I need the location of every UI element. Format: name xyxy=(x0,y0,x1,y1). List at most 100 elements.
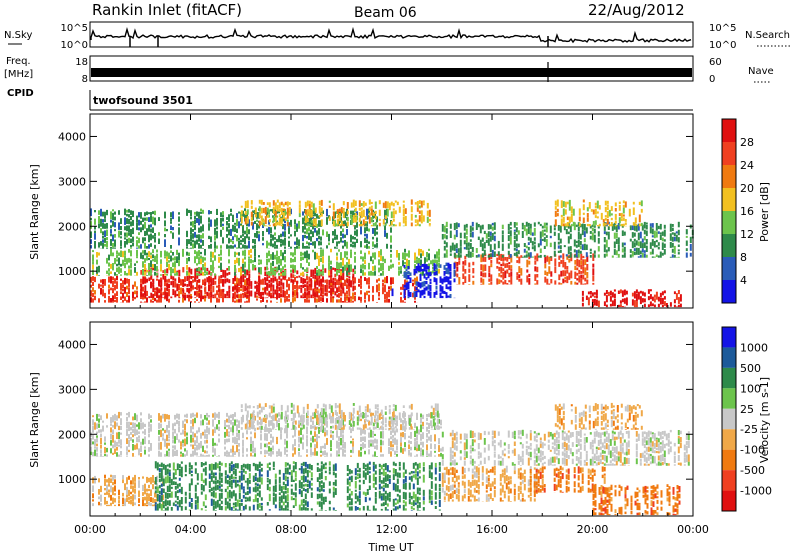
heatmap-cell xyxy=(384,507,387,511)
heatmap-cell xyxy=(332,412,334,417)
heatmap-cell xyxy=(134,474,136,482)
heatmap-cell xyxy=(174,504,177,507)
heatmap-cell xyxy=(360,436,362,442)
heatmap-cell xyxy=(428,500,431,504)
heatmap-cell xyxy=(120,445,122,449)
heatmap-cell xyxy=(350,296,352,299)
heatmap-cell xyxy=(461,495,464,502)
heatmap-cell xyxy=(519,481,522,486)
heatmap-cell xyxy=(136,256,138,259)
heatmap-cell xyxy=(218,257,220,263)
heatmap-cell xyxy=(202,248,204,249)
heatmap-cell xyxy=(254,291,257,298)
heatmap-cell xyxy=(669,223,672,232)
heatmap-cell xyxy=(376,302,378,303)
heatmap-cell xyxy=(102,236,104,239)
heatmap-cell xyxy=(629,254,632,258)
heatmap-cell xyxy=(120,268,122,273)
heatmap-cell xyxy=(236,294,239,299)
heatmap-cell xyxy=(286,405,289,413)
heatmap-cell xyxy=(559,225,562,233)
heatmap-cell xyxy=(108,272,110,276)
heatmap-cell xyxy=(404,262,406,265)
heatmap-cell xyxy=(310,236,312,242)
heatmap-cell xyxy=(232,241,234,244)
heatmap-cell xyxy=(92,292,94,298)
heatmap-cell xyxy=(290,428,293,430)
heatmap-cell xyxy=(188,209,190,213)
heatmap-cell xyxy=(92,419,94,426)
heatmap-cell xyxy=(186,265,188,270)
heatmap-cell xyxy=(649,223,652,227)
heatmap-cell xyxy=(427,290,430,296)
heatmap-cell xyxy=(605,239,608,248)
heatmap-cell xyxy=(575,244,578,248)
heatmap-cell xyxy=(280,451,282,457)
heatmap-cell xyxy=(535,489,538,493)
heatmap-cell xyxy=(358,296,360,301)
heatmap-cell xyxy=(422,200,425,203)
heatmap-cell xyxy=(334,246,336,249)
heatmap-cell xyxy=(332,280,335,285)
heatmap-cell xyxy=(200,290,203,297)
heatmap-cell xyxy=(422,441,424,448)
heatmap-cell xyxy=(595,295,598,299)
heatmap-cell xyxy=(366,278,368,285)
heatmap-cell xyxy=(210,251,212,257)
heatmap-cell xyxy=(510,268,513,271)
heatmap-cell xyxy=(392,508,395,511)
heatmap-cell xyxy=(533,241,536,245)
heatmap-cell xyxy=(426,456,428,457)
heatmap-cell xyxy=(212,464,215,470)
heatmap-cell xyxy=(364,292,366,300)
heatmap-cell xyxy=(663,301,666,306)
heatmap-cell xyxy=(618,205,621,211)
heatmap-cell xyxy=(354,296,356,302)
heatmap-cell xyxy=(436,424,439,428)
heatmap-cell xyxy=(445,254,448,258)
heatmap-cell xyxy=(132,444,134,451)
heatmap-cell xyxy=(402,225,405,227)
heatmap-cell xyxy=(603,292,606,296)
heatmap-cell xyxy=(418,502,421,505)
heatmap-cell xyxy=(360,220,362,226)
heatmap-cell xyxy=(464,260,467,266)
heatmap-cell xyxy=(280,201,283,206)
heatmap-cell xyxy=(465,223,468,228)
heatmap-cell xyxy=(216,484,219,490)
heatmap-cell xyxy=(420,433,422,441)
heatmap-cell xyxy=(242,258,244,264)
heatmap-cell xyxy=(559,255,562,258)
heatmap-cell xyxy=(200,420,202,426)
heatmap-cell xyxy=(302,278,305,285)
heatmap-cell xyxy=(276,244,278,249)
heatmap-cell xyxy=(451,484,454,490)
heatmap-cell xyxy=(306,214,308,220)
heatmap-cell xyxy=(509,221,512,226)
heatmap-cell xyxy=(330,285,333,288)
heatmap-cell xyxy=(533,490,536,498)
heatmap-cell xyxy=(326,438,328,445)
heatmap-cell xyxy=(94,290,96,295)
heatmap-cell xyxy=(178,439,180,443)
heatmap-cell xyxy=(266,433,268,441)
heatmap-cell xyxy=(595,299,598,306)
heatmap-cell xyxy=(352,407,355,414)
heatmap-cell xyxy=(366,470,369,475)
heatmap-cell xyxy=(210,243,212,249)
heatmap-cell xyxy=(485,484,488,490)
heatmap-cell xyxy=(204,415,206,420)
heatmap-cell xyxy=(150,228,152,233)
heatmap-cell xyxy=(568,272,571,280)
heatmap-cell xyxy=(206,271,208,275)
heatmap-cell xyxy=(639,231,642,239)
heatmap-cell xyxy=(252,222,254,230)
heatmap-cell xyxy=(453,252,456,258)
heatmap-cell xyxy=(280,269,283,277)
heatmap-cell xyxy=(394,200,397,203)
heatmap-cell xyxy=(122,292,124,299)
heatmap-cell xyxy=(372,294,374,302)
heatmap-cell xyxy=(236,235,238,242)
heatmap-cell xyxy=(475,472,478,478)
heatmap-cell xyxy=(553,227,556,231)
